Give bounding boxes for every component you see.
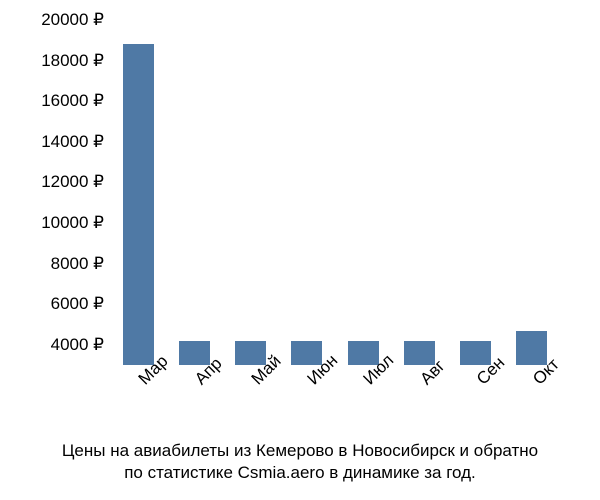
ytick-label: 14000 ₽	[41, 132, 104, 152]
bar-slot: Июл	[335, 20, 391, 365]
bars-container: МарАпрМайИюнИюлАвгСенОкт	[110, 20, 560, 365]
ytick-label: 10000 ₽	[41, 213, 104, 233]
bar	[123, 44, 154, 365]
ytick-label: 18000 ₽	[41, 51, 104, 71]
bar-slot: Май	[223, 20, 279, 365]
bar-slot: Апр	[166, 20, 222, 365]
ytick-label: 8000 ₽	[51, 254, 104, 274]
ytick-label: 16000 ₽	[41, 91, 104, 111]
caption-line: Цены на авиабилеты из Кемерово в Новосиб…	[0, 440, 600, 462]
bar-slot: Авг	[391, 20, 447, 365]
chart-caption: Цены на авиабилеты из Кемерово в Новосиб…	[0, 440, 600, 484]
bar-slot: Июн	[279, 20, 335, 365]
ytick-label: 4000 ₽	[51, 335, 104, 355]
caption-line: по статистике Csmia.aero в динамике за г…	[0, 462, 600, 484]
plot-area: 4000 ₽6000 ₽8000 ₽10000 ₽12000 ₽14000 ₽1…	[110, 20, 560, 365]
bar-slot: Сен	[448, 20, 504, 365]
ytick-label: 20000 ₽	[41, 10, 104, 30]
price-chart: 4000 ₽ 6000 ₽ 8000 ₽ 10000 ₽ 12000 ₽ 14000 ₽ 1…	[0, 0, 600, 500]
ytick-label: 12000 ₽	[41, 172, 104, 192]
bar-slot: Окт	[504, 20, 560, 365]
bar-slot: Мар	[110, 20, 166, 365]
ytick-label: 6000 ₽	[51, 294, 104, 314]
